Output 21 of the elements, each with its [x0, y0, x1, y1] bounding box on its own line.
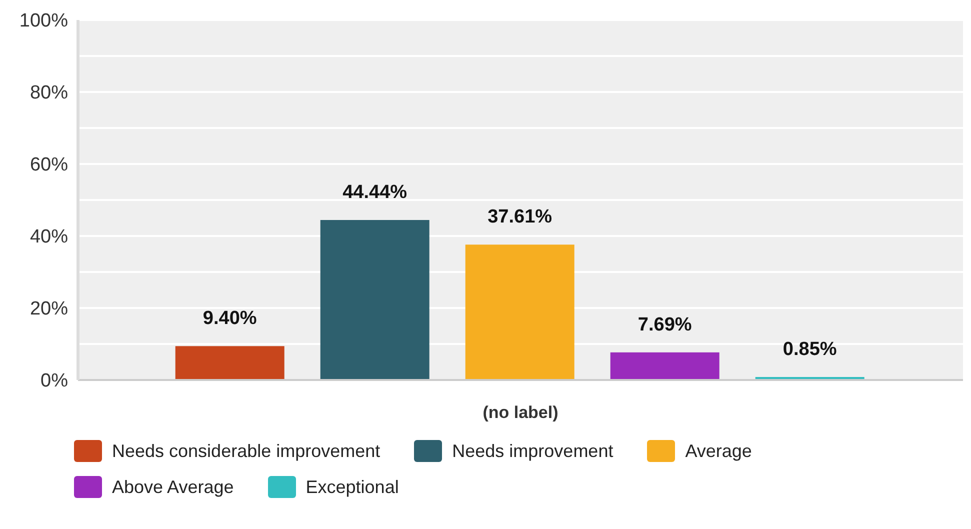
y-tick-label: 100%: [19, 10, 68, 32]
y-tick-label: 40%: [30, 226, 68, 248]
legend-label: Average: [685, 440, 752, 462]
legend-label: Needs considerable improvement: [112, 440, 380, 462]
y-tick-label: 60%: [30, 154, 68, 176]
legend-label: Needs improvement: [452, 440, 614, 462]
data-label: 44.44%: [342, 182, 408, 204]
data-label: 9.40%: [202, 308, 257, 330]
legend-label: Exceptional: [306, 476, 399, 498]
bar: [320, 220, 430, 380]
data-label: 37.61%: [488, 206, 552, 228]
data-label: 0.85%: [782, 338, 837, 360]
data-label: 7.69%: [638, 314, 692, 336]
bar: [465, 244, 574, 380]
bar: [610, 352, 720, 380]
legend-label: Above Average: [112, 476, 234, 498]
y-tick-label: 20%: [30, 298, 68, 320]
y-tick-label: 0%: [40, 370, 68, 392]
y-tick-label: 80%: [30, 82, 68, 104]
x-tick-label: (no label): [482, 403, 558, 422]
bar: [175, 346, 284, 380]
